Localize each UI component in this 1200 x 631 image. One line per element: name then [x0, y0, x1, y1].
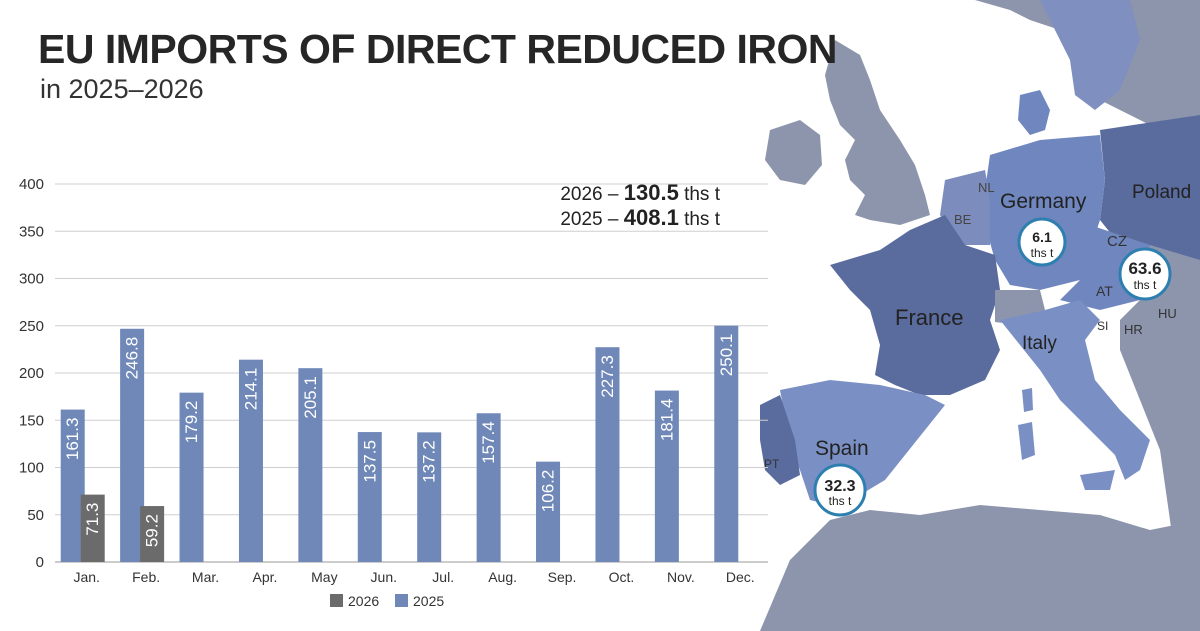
- map-label-spain: Spain: [815, 437, 869, 460]
- total-value: 408.1: [623, 205, 679, 230]
- x-tick-label: Nov.: [667, 569, 695, 585]
- bar-2025: [595, 347, 620, 562]
- data-label-2026: 59.2: [143, 514, 162, 547]
- map-bubble-germany: 6.1 ths t: [1017, 217, 1067, 267]
- data-label-2025: 157.4: [479, 421, 498, 464]
- map-corsica: [1022, 388, 1033, 412]
- bar-2025: [60, 409, 85, 562]
- legend-label: 2025: [413, 593, 444, 609]
- map-poland: [1100, 115, 1200, 270]
- data-label-2025: 205.1: [301, 376, 320, 419]
- bar-2025: [179, 392, 204, 562]
- map-germany: [985, 135, 1105, 290]
- map-africa: [760, 505, 1200, 631]
- x-tick-label: Apr.: [253, 569, 278, 585]
- x-tick-label: Jun.: [371, 569, 397, 585]
- data-label-2025: 179.2: [182, 401, 201, 444]
- bar-2025: [714, 325, 739, 562]
- x-tick-label: Feb.: [132, 569, 160, 585]
- x-tick-label: Jul.: [432, 569, 454, 585]
- map-label-be: BE: [954, 212, 972, 227]
- map-label-poland: Poland: [1132, 182, 1191, 203]
- x-tick-label: Oct.: [609, 569, 635, 585]
- chart-title: EU IMPORTS OF DIRECT REDUCED IRON: [38, 26, 837, 72]
- bar-2025: [654, 390, 679, 562]
- y-tick-label: 250: [19, 318, 44, 335]
- data-label-2026: 71.3: [83, 503, 102, 536]
- map-label-germany: Germany: [1000, 190, 1087, 213]
- bubble-unit: ths t: [829, 494, 852, 508]
- map-label-cz: CZ: [1107, 233, 1127, 250]
- y-tick-label: 350: [19, 223, 44, 240]
- bar-2026: [80, 494, 105, 562]
- bubble-unit: ths t: [1134, 278, 1157, 292]
- map-portugal: [760, 395, 800, 485]
- legend-label: 2026: [348, 593, 379, 609]
- bar-2025: [238, 359, 263, 562]
- x-tick-label: Aug.: [488, 569, 517, 585]
- x-tick-label: Dec.: [726, 569, 755, 585]
- total-sep: –: [602, 184, 624, 205]
- y-tick-label: 100: [19, 460, 44, 477]
- map-france: [830, 215, 1000, 395]
- map-bubble-spain: 32.3 ths t: [813, 463, 867, 517]
- map-label-pt: PT: [764, 457, 780, 471]
- bar-2025: [357, 432, 382, 562]
- data-label-2025: 106.2: [539, 470, 558, 513]
- map-label-hu: HU: [1158, 306, 1177, 321]
- map-sweden: [1040, 0, 1140, 110]
- bubble-unit: ths t: [1031, 246, 1054, 260]
- bubble-value: 63.6: [1128, 259, 1161, 278]
- total-sep: –: [602, 209, 624, 230]
- bar-2026: [140, 506, 165, 562]
- bar-2025: [536, 461, 561, 562]
- data-label-2025: 137.5: [360, 440, 379, 483]
- map-sicily: [1080, 470, 1115, 490]
- bar-2025: [298, 368, 323, 562]
- data-label-2025: 246.8: [123, 337, 142, 380]
- map-label-at: AT: [1096, 283, 1113, 299]
- bubble-value: 6.1: [1032, 229, 1052, 245]
- x-tick-label: Mar.: [192, 569, 219, 585]
- bar-2025: [417, 432, 442, 562]
- y-tick-label: 400: [19, 176, 44, 193]
- data-label-2025: 250.1: [717, 334, 736, 377]
- map-label-france: France: [895, 305, 963, 330]
- y-tick-label: 50: [27, 507, 44, 524]
- map-label-si: SI: [1097, 319, 1108, 333]
- x-tick-label: Jan.: [73, 569, 99, 585]
- chart-subtitle: in 2025–2026: [40, 74, 204, 104]
- map-uk: [825, 40, 930, 225]
- data-label-2025: 227.3: [598, 355, 617, 398]
- map-sardinia: [1018, 422, 1035, 460]
- bubble-value: 32.3: [824, 478, 855, 495]
- total-unit: ths t: [678, 209, 720, 230]
- x-tick-label: May: [311, 569, 337, 585]
- y-tick-label: 300: [19, 271, 44, 288]
- map-label-hr: HR: [1124, 322, 1143, 337]
- y-tick-label: 150: [19, 412, 44, 429]
- total-year: 2025: [560, 209, 603, 230]
- map-italy: [1000, 300, 1150, 480]
- legend-swatch: [395, 594, 408, 607]
- map-bubble-slovakia: 63.6 ths t: [1118, 247, 1172, 301]
- data-label-2025: 181.4: [657, 399, 676, 442]
- map-label-nl: NL: [978, 180, 995, 195]
- total-unit: ths t: [678, 184, 720, 205]
- x-tick-label: Sep.: [548, 569, 577, 585]
- total-2025: 2025 – 408.1 ths t: [560, 205, 720, 231]
- bar-2025: [476, 413, 501, 562]
- bar-chart: 0 50 100 150 200 250 300 350 400 Jan. 161.3 71.3 Feb…: [19, 176, 768, 609]
- map-ireland: [765, 120, 822, 185]
- legend-swatch: [330, 594, 343, 607]
- y-tick-label: 0: [36, 554, 44, 571]
- data-label-2025: 214.1: [241, 368, 260, 411]
- map-denmark: [1018, 90, 1050, 135]
- data-label-2025: 161.3: [63, 418, 82, 461]
- y-tick-label: 200: [19, 365, 44, 382]
- map-label-italy: Italy: [1022, 333, 1057, 354]
- total-year: 2026: [560, 184, 603, 205]
- data-label-2025: 137.2: [420, 440, 439, 483]
